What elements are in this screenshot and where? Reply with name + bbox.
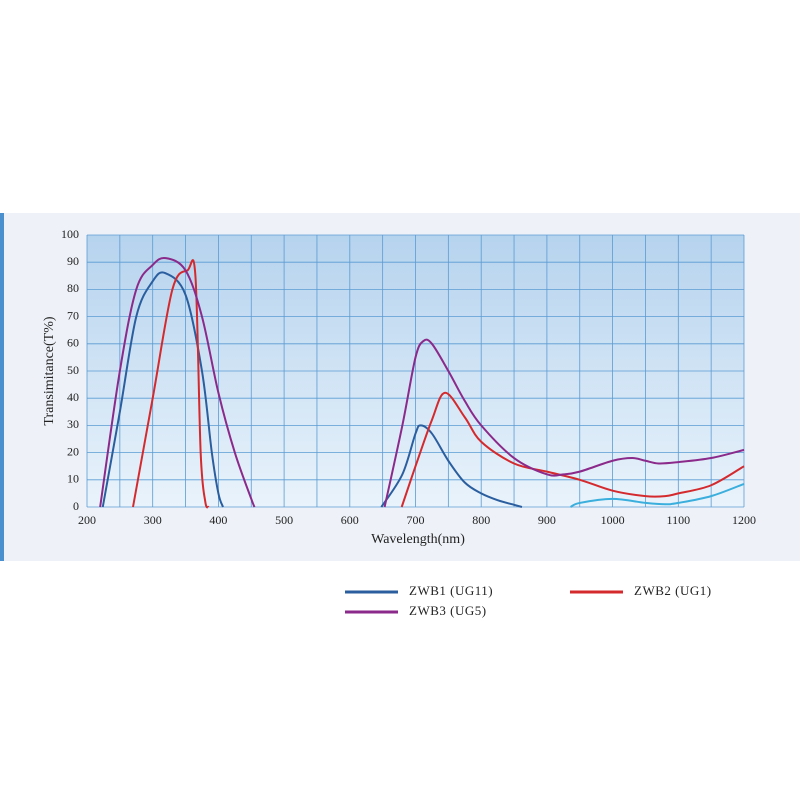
x-tick-label: 900 bbox=[538, 513, 556, 527]
y-tick-label: 60 bbox=[67, 336, 79, 350]
x-tick-label: 1000 bbox=[601, 513, 625, 527]
legend-label: ZWB1 (UG11) bbox=[409, 583, 493, 598]
y-tick-label: 30 bbox=[67, 417, 79, 431]
x-tick-label: 400 bbox=[209, 513, 227, 527]
x-tick-label: 700 bbox=[407, 513, 425, 527]
x-tick-label: 300 bbox=[144, 513, 162, 527]
y-tick-label: 100 bbox=[61, 227, 79, 241]
y-tick-label: 80 bbox=[67, 281, 79, 295]
y-tick-label: 10 bbox=[67, 472, 79, 486]
x-tick-label: 500 bbox=[275, 513, 293, 527]
x-tick-label: 1200 bbox=[732, 513, 756, 527]
series-line bbox=[132, 259, 745, 509]
legend-label: ZWB3 (UG5) bbox=[409, 603, 487, 618]
y-tick-label: 70 bbox=[67, 308, 79, 322]
y-tick-label: 90 bbox=[67, 254, 79, 268]
x-tick-label: 600 bbox=[341, 513, 359, 527]
panel-border bbox=[0, 213, 4, 561]
series-line bbox=[99, 256, 745, 508]
x-tick-label: 800 bbox=[472, 513, 490, 527]
series-line bbox=[570, 482, 745, 508]
y-axis-label: Transimitance(T%) bbox=[42, 316, 57, 425]
y-tick-label: 0 bbox=[73, 499, 79, 513]
y-tick-label: 50 bbox=[67, 363, 79, 377]
y-tick-label: 20 bbox=[67, 444, 79, 458]
x-axis-label: Wavelength(nm) bbox=[371, 532, 465, 547]
legend-label: ZWB2 (UG1) bbox=[634, 583, 712, 598]
y-tick-label: 40 bbox=[67, 390, 79, 404]
x-tick-label: 1100 bbox=[667, 513, 691, 527]
series-line bbox=[101, 271, 523, 508]
x-tick-label: 200 bbox=[78, 513, 96, 527]
